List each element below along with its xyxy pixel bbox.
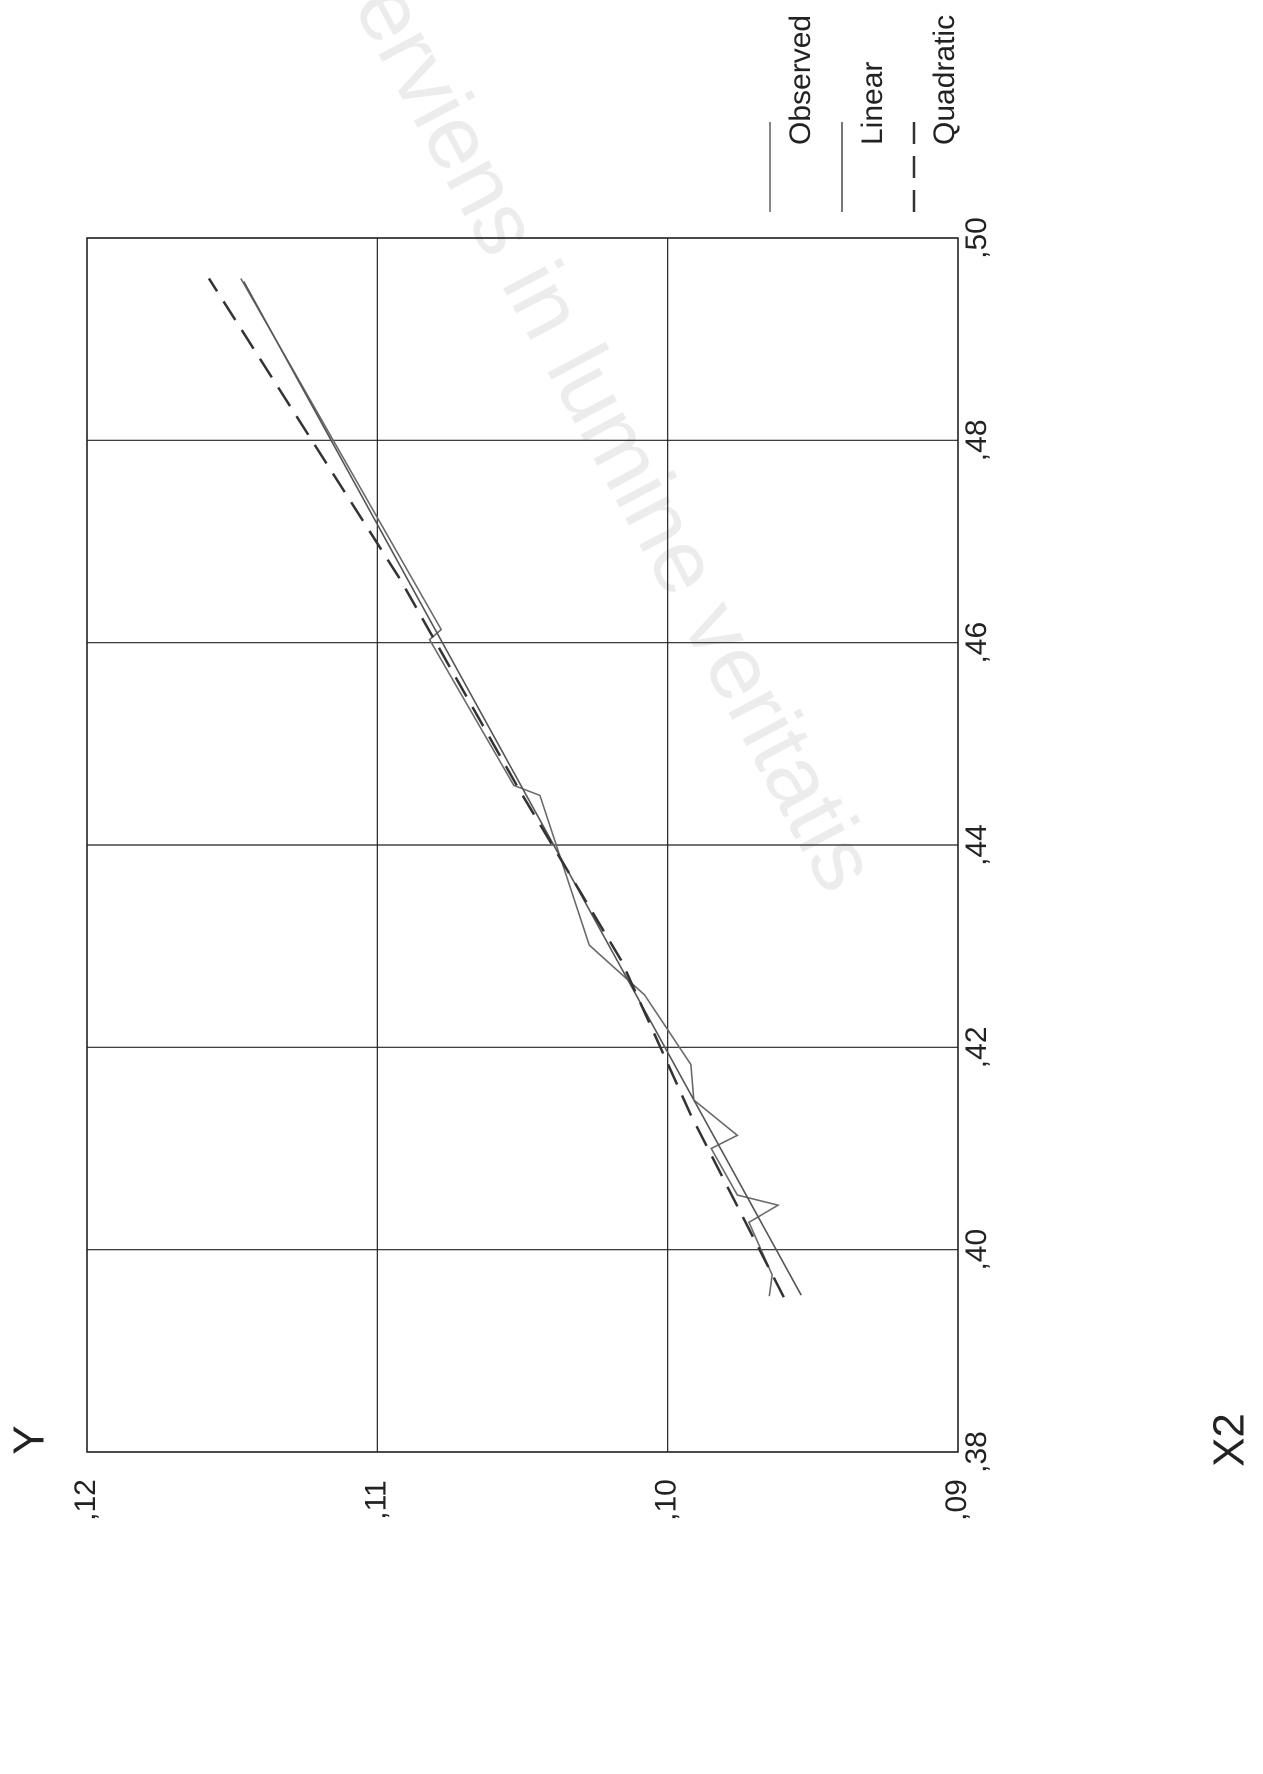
- legend-label: Quadratic: [928, 15, 961, 145]
- x-tick-label: ,38: [960, 1431, 993, 1473]
- legend-label: Observed: [784, 15, 817, 145]
- y-axis-title: Y: [5, 1425, 54, 1454]
- x-tick-label: ,48: [960, 419, 993, 461]
- legend-label: Linear: [856, 62, 889, 145]
- series-line: [241, 278, 778, 1296]
- x-axis-title: X2: [1205, 1413, 1254, 1467]
- x-tick-label: ,50: [960, 217, 993, 259]
- y-tick-label: ,10: [650, 1479, 683, 1521]
- x-tick-label: ,46: [960, 622, 993, 664]
- x-tick-label: ,40: [960, 1229, 993, 1271]
- x-tick-label: ,44: [960, 824, 993, 866]
- y-tick-label: ,11: [359, 1480, 392, 1519]
- x-tick-label: ,42: [960, 1026, 993, 1068]
- chart: serviens in lumine veritatis Y X2 ,09,10…: [0, 0, 1263, 1774]
- y-tick-label: ,12: [69, 1479, 102, 1521]
- series-line: [209, 278, 784, 1297]
- y-tick-label: ,09: [940, 1479, 973, 1521]
- series-line: [244, 282, 801, 1296]
